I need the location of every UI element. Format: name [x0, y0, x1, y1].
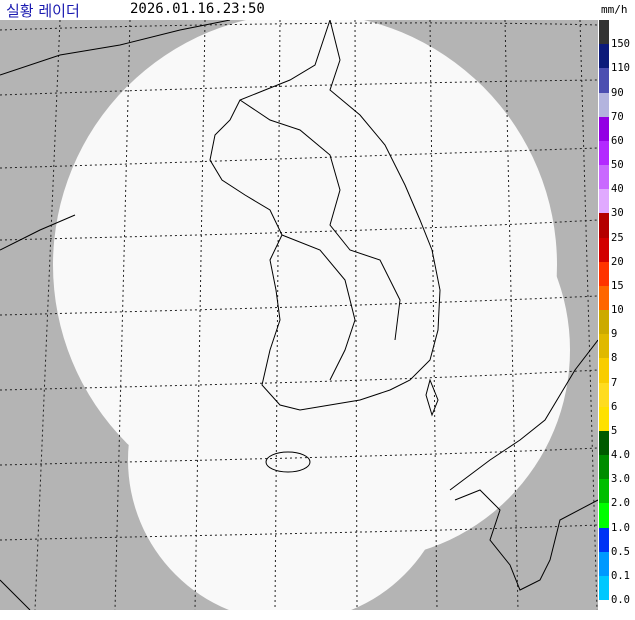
legend-label: 0.5 — [611, 545, 630, 558]
timestamp: 2026.01.16.23:50 — [130, 1, 265, 17]
legend-label: 25 — [611, 231, 624, 244]
legend-swatch — [599, 430, 609, 456]
legend-swatch — [599, 406, 609, 432]
legend-swatch — [599, 116, 609, 142]
legend-swatch — [599, 189, 609, 214]
legend-swatch — [599, 20, 609, 45]
radar-map — [0, 20, 598, 610]
legend-swatch — [599, 382, 609, 408]
legend-label: 4.0 — [611, 449, 630, 461]
legend-swatch — [599, 68, 609, 93]
legend-swatch — [599, 165, 609, 190]
legend-swatch — [599, 358, 609, 383]
legend-label: 9 — [611, 328, 618, 341]
legend-swatch — [599, 213, 609, 238]
legend-swatch — [599, 261, 609, 287]
legend-label: 90 — [611, 86, 624, 99]
legend-label: 150 — [611, 38, 630, 51]
legend-label: 50 — [611, 159, 624, 171]
legend: 150 110 90 70 60 50 40 30 25 20 15 10 9 8 7 6 5 4.0 3.0 2.0… — [599, 20, 635, 606]
title: 실황 레이더 — [6, 2, 80, 20]
grid — [0, 20, 598, 610]
legend-label: 7 — [611, 376, 618, 389]
coastline — [0, 20, 598, 610]
legend-label: 2.0 — [611, 497, 630, 510]
legend-swatch — [599, 44, 609, 69]
legend-swatch — [599, 334, 609, 359]
legend-label: 10 — [611, 304, 624, 316]
legend-swatch — [599, 455, 609, 480]
legend-label: 0.1 — [611, 569, 630, 582]
legend-swatch — [599, 503, 609, 528]
legend-label: 1.0 — [611, 521, 630, 534]
legend-swatch — [599, 140, 609, 166]
legend-label: 60 — [611, 134, 624, 147]
legend-label: 8 — [611, 352, 618, 365]
legend-label: 20 — [611, 255, 624, 268]
legend-label: 5 — [611, 424, 618, 437]
legend-label: 40 — [611, 183, 624, 196]
legend-swatch — [599, 237, 609, 263]
legend-label: 70 — [611, 110, 624, 123]
legend-swatch — [599, 92, 609, 118]
legend-label: 15 — [611, 279, 624, 292]
legend-label: 3.0 — [611, 473, 630, 486]
legend-label: 0.0 — [611, 594, 630, 606]
legend-swatch — [599, 310, 609, 335]
legend-swatch — [599, 551, 609, 577]
legend-label: 110 — [611, 62, 630, 75]
legend-swatch — [599, 285, 609, 311]
legend-label: 30 — [611, 207, 624, 220]
legend-label: 6 — [611, 400, 618, 413]
unit: mm/h — [601, 3, 628, 16]
legend-swatch — [599, 479, 609, 504]
legend-swatch — [599, 575, 609, 601]
legend-swatch — [599, 527, 609, 553]
